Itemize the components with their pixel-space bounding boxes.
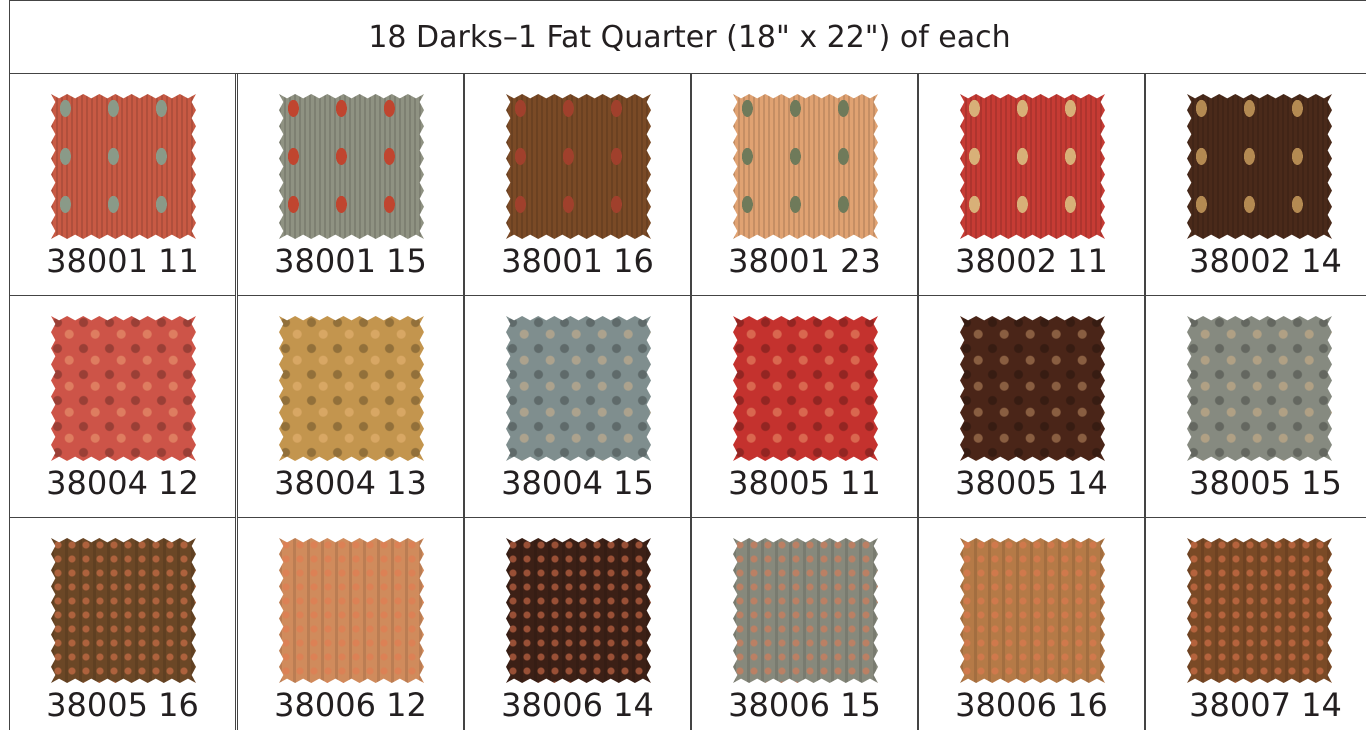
- fabric-swatch: [1187, 538, 1332, 683]
- swatch-label: 38007 14: [1189, 686, 1342, 724]
- swatch-cell: 38001 11: [9, 74, 236, 296]
- swatch-cell: 38007 14: [1145, 518, 1366, 730]
- swatch-label: 38005 14: [955, 464, 1108, 502]
- fabric-swatch: [960, 316, 1105, 461]
- fabric-swatch: [279, 316, 424, 461]
- fabric-swatch: [506, 94, 651, 239]
- swatch-cell: 38006 12: [237, 518, 464, 730]
- swatch-label: 38005 16: [46, 686, 199, 724]
- fabric-swatch: [51, 538, 196, 683]
- fabric-swatch: [1187, 316, 1332, 461]
- swatch-label: 38006 12: [274, 686, 427, 724]
- fabric-swatch: [506, 316, 651, 461]
- fabric-swatch: [279, 538, 424, 683]
- swatch-cell: 38006 15: [691, 518, 918, 730]
- swatch-cell: 38002 14: [1145, 74, 1366, 296]
- fabric-swatch: [733, 316, 878, 461]
- swatch-cell: 38004 12: [9, 296, 236, 518]
- swatch-label: 38006 14: [501, 686, 654, 724]
- fabric-swatch: [733, 538, 878, 683]
- fabric-swatch: [51, 316, 196, 461]
- fabric-swatch: [733, 94, 878, 239]
- fabric-swatch: [51, 94, 196, 239]
- swatch-cell: 38004 15: [464, 296, 691, 518]
- swatch-label: 38006 16: [955, 686, 1108, 724]
- swatch-label: 38002 14: [1189, 242, 1342, 280]
- swatch-cell: 38001 16: [464, 74, 691, 296]
- swatch-label: 38002 11: [955, 242, 1108, 280]
- swatch-label: 38004 12: [46, 464, 199, 502]
- swatch-cell: 38006 16: [918, 518, 1145, 730]
- swatch-label: 38004 15: [501, 464, 654, 502]
- swatch-label: 38001 11: [46, 242, 199, 280]
- swatch-label: 38006 15: [728, 686, 881, 724]
- swatch-cell: 38001 15: [237, 74, 464, 296]
- fabric-swatch: [279, 94, 424, 239]
- swatch-cell: 38006 14: [464, 518, 691, 730]
- fabric-swatch: [1187, 94, 1332, 239]
- swatch-cell: 38005 16: [9, 518, 236, 730]
- swatch-label: 38001 16: [501, 242, 654, 280]
- swatch-label: 38005 15: [1189, 464, 1342, 502]
- fabric-swatch: [506, 538, 651, 683]
- swatch-label: 38001 23: [728, 242, 881, 280]
- table-title: 18 Darks–1 Fat Quarter (18" x 22") of ea…: [9, 0, 1366, 74]
- swatch-cell: 38005 15: [1145, 296, 1366, 518]
- swatch-cell: 38005 11: [691, 296, 918, 518]
- swatch-label: 38001 15: [274, 242, 427, 280]
- swatch-label: 38005 11: [728, 464, 881, 502]
- swatch-cell: 38005 14: [918, 296, 1145, 518]
- fabric-swatch: [960, 538, 1105, 683]
- swatch-label: 38004 13: [274, 464, 427, 502]
- fabric-swatch: [960, 94, 1105, 239]
- swatch-cell: 38002 11: [918, 74, 1145, 296]
- swatch-cell: 38004 13: [237, 296, 464, 518]
- swatch-cell: 38001 23: [691, 74, 918, 296]
